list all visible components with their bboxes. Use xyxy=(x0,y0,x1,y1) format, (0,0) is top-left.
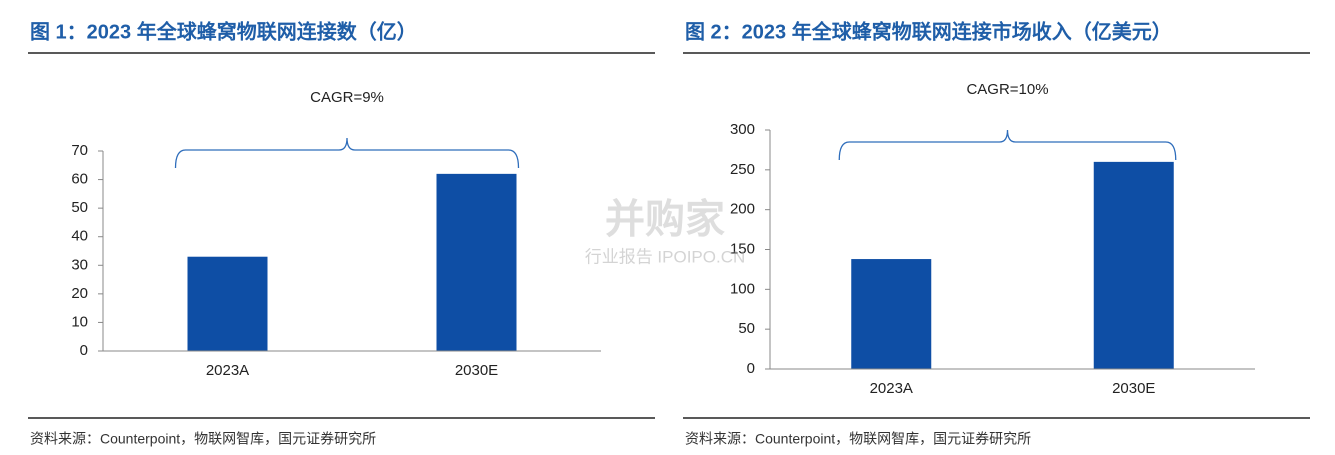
y-tick-label: 60 xyxy=(71,171,88,188)
source: 资料来源：Counterpoint，物联网智库，国元证券研究所 xyxy=(30,431,376,447)
chart-title: 图 1：2023 年全球蜂窝物联网连接数（亿） xyxy=(30,19,417,43)
cagr-bracket xyxy=(174,137,520,169)
y-tick-label: 10 xyxy=(71,313,88,330)
y-tick-label: 50 xyxy=(71,199,88,216)
annotation: CAGR=9% xyxy=(310,89,384,106)
y-tick-label: 20 xyxy=(71,285,88,302)
y-tick-label: 300 xyxy=(730,121,755,138)
y-tick-label: 150 xyxy=(730,240,755,257)
watermark-brand: 并购家 xyxy=(605,198,725,242)
y-tick-label: 200 xyxy=(730,201,755,218)
bar xyxy=(187,256,268,351)
bar xyxy=(436,173,517,351)
bar xyxy=(1093,161,1174,369)
watermark-tagline: 行业报告 IPOIPO.CN xyxy=(585,247,746,266)
x-tick-label: 2023A xyxy=(206,362,249,379)
y-tick-label: 0 xyxy=(747,360,755,377)
y-tick-label: 50 xyxy=(738,320,755,337)
y-tick-label: 40 xyxy=(71,228,88,245)
cagr-bracket xyxy=(838,129,1177,161)
x-tick-label: 2023A xyxy=(870,380,913,397)
y-tick-label: 0 xyxy=(80,342,88,359)
bar xyxy=(851,259,932,369)
chart-title: 图 2：2023 年全球蜂窝物联网连接市场收入（亿美元） xyxy=(685,19,1172,43)
y-tick-label: 70 xyxy=(71,142,88,159)
y-tick-label: 250 xyxy=(730,161,755,178)
x-tick-label: 2030E xyxy=(455,362,498,379)
y-tick-label: 100 xyxy=(730,280,755,297)
x-tick-label: 2030E xyxy=(1112,380,1155,397)
y-tick-label: 30 xyxy=(71,256,88,273)
source: 资料来源：Counterpoint，物联网智库，国元证券研究所 xyxy=(685,431,1031,447)
annotation: CAGR=10% xyxy=(966,81,1048,98)
